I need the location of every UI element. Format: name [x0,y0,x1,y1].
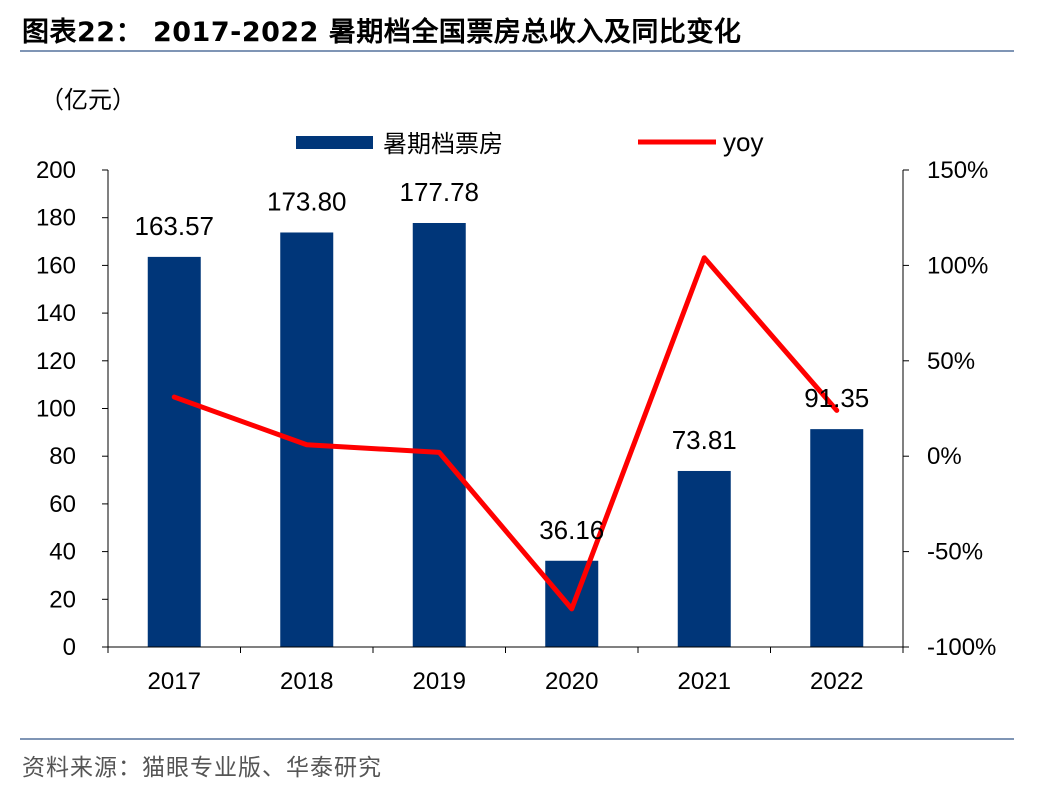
bar-2017 [147,256,201,647]
yoy-line-group [171,255,840,612]
bar-data-label-2019: 177.78 [399,177,479,207]
right-tick-label: 0% [927,443,962,470]
left-tick-label: 160 [36,252,76,279]
legend: 暑期档票房 yoy [296,127,763,158]
left-tick-label: 80 [49,443,76,470]
bar-data-label-2018: 173.80 [267,186,347,216]
bar-data-label-2017: 163.57 [134,211,214,241]
bar-data-label-2022: 91.35 [804,383,869,413]
right-tick-label: -50% [927,539,983,566]
chart-title: 图表22： 2017-2022 暑期档全国票房总收入及同比变化 [22,17,742,48]
bar-data-label-2021: 73.81 [672,425,737,455]
legend-bar-swatch [296,136,373,149]
right-tick-label: 100% [927,252,988,279]
left-tick-label: 0 [63,634,76,661]
right-tick-label: 50% [927,348,975,375]
left-tick-label: 60 [49,491,76,518]
yoy-line [171,255,840,612]
axes-group: 0 20 40 60 80 100 120 140 160 180 200 -100% -50% 0% 50… [36,157,996,695]
x-tick-label-2022: 2022 [810,668,863,695]
bar-2022 [810,429,864,647]
x-tick-label-2017: 2017 [148,668,201,695]
x-tick-label-2018: 2018 [280,668,333,695]
bar-data-label-2020: 36.16 [539,515,604,545]
bar-2019 [412,222,466,648]
bars-group [147,222,864,648]
bar-2021 [677,470,731,647]
right-tick-label: -100% [927,634,996,661]
source-note: 资料来源：猫眼专业版、华泰研究 [22,755,382,781]
left-tick-label: 100 [36,396,76,423]
title-divider [20,50,1014,52]
x-tick-label-2019: 2019 [413,668,466,695]
footer-divider [20,738,1014,740]
left-tick-label: 200 [36,157,76,184]
left-tick-label: 40 [49,539,76,566]
legend-line-label: yoy [723,127,763,157]
unit-label: （亿元） [40,86,136,114]
left-tick-label: 180 [36,205,76,232]
left-tick-label: 20 [49,586,76,613]
left-tick-label: 140 [36,300,76,327]
right-tick-label: 150% [927,157,988,184]
x-tick-label-2020: 2020 [545,668,598,695]
left-tick-label: 120 [36,348,76,375]
data-labels-group: 163.57 173.80 177.78 36.16 73.81 91.35 [134,177,869,545]
legend-bar-label: 暑期档票房 [383,131,503,158]
x-tick-label-2021: 2021 [678,668,731,695]
